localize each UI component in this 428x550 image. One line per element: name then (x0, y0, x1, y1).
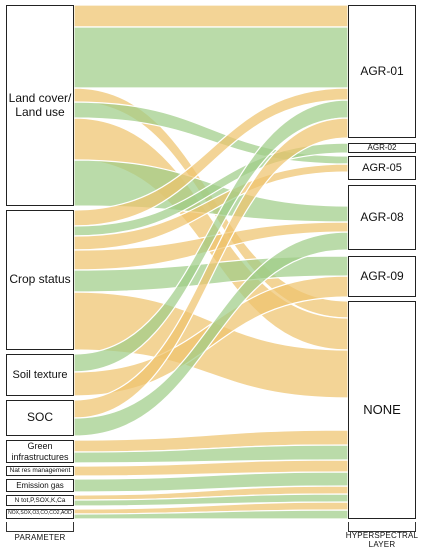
parameter-label-emission: Emission gas (16, 480, 64, 490)
layer-node-agr01: AGR-01 (348, 5, 416, 138)
layer-label-agr05: AGR-05 (362, 161, 402, 174)
layer-label-agr08: AGR-08 (360, 209, 404, 224)
layer-label-none: NONE (363, 401, 401, 417)
parameter-label-land: Land cover/ Land use (8, 90, 72, 119)
parameter-node-green: Green infrastructures (6, 440, 74, 463)
parameter-label-ntot: N tot,P,SOX,K,Ca (14, 496, 66, 504)
parameter-label-natres: Nat res management (9, 467, 71, 475)
layer-node-agr09: AGR-09 (348, 256, 416, 297)
parameter-node-crop: Crop status (6, 210, 74, 350)
parameter-label-green: Green infrastructures (11, 441, 69, 462)
parameter-axis-label: PARAMETER (14, 533, 66, 542)
layer-label-agr01: AGR-01 (360, 63, 404, 78)
parameter-node-nox: NOX,SOX,O3,CO,CO2,AOD (6, 509, 74, 519)
layer-label-agr02: AGR-02 (367, 143, 397, 153)
parameter-label-nox: NOX,SOX,O3,CO,CO2,AOD (8, 510, 72, 517)
parameter-label-soc: SOC (26, 410, 53, 425)
parameter-node-ntot: N tot,P,SOX,K,Ca (6, 495, 74, 506)
flow-crop-to-agr02 (73, 142, 349, 237)
layer-node-none: NONE (348, 301, 416, 519)
layer-label-agr09: AGR-09 (360, 268, 404, 283)
parameter-node-soc: SOC (6, 400, 74, 436)
layer-node-agr08: AGR-08 (348, 185, 416, 250)
parameter-node-emission: Emission gas (6, 479, 74, 492)
flow-land-to-agr01 (73, 4, 349, 28)
parameter-label-crop: Crop status (9, 272, 71, 287)
layer-node-agr05: AGR-05 (348, 156, 416, 180)
parameter-axis-bracket (6, 522, 74, 532)
layer-node-agr02: AGR-02 (348, 143, 416, 153)
parameter-node-natres: Nat res management (6, 466, 74, 476)
parameter-label-soil: Soil texture (12, 368, 68, 381)
parameter-node-land: Land cover/ Land use (6, 5, 74, 206)
layer-axis-label: HYPERSPECTRAL LAYER (345, 531, 419, 549)
flow-soc-to-agr08 (73, 231, 349, 437)
parameter-node-soil: Soil texture (6, 354, 74, 396)
flow-land-to-agr01 (73, 26, 349, 89)
flow-nox-to-none (73, 509, 349, 520)
layer-axis-bracket (348, 522, 416, 532)
flow-soc-to-agr01 (73, 117, 349, 419)
